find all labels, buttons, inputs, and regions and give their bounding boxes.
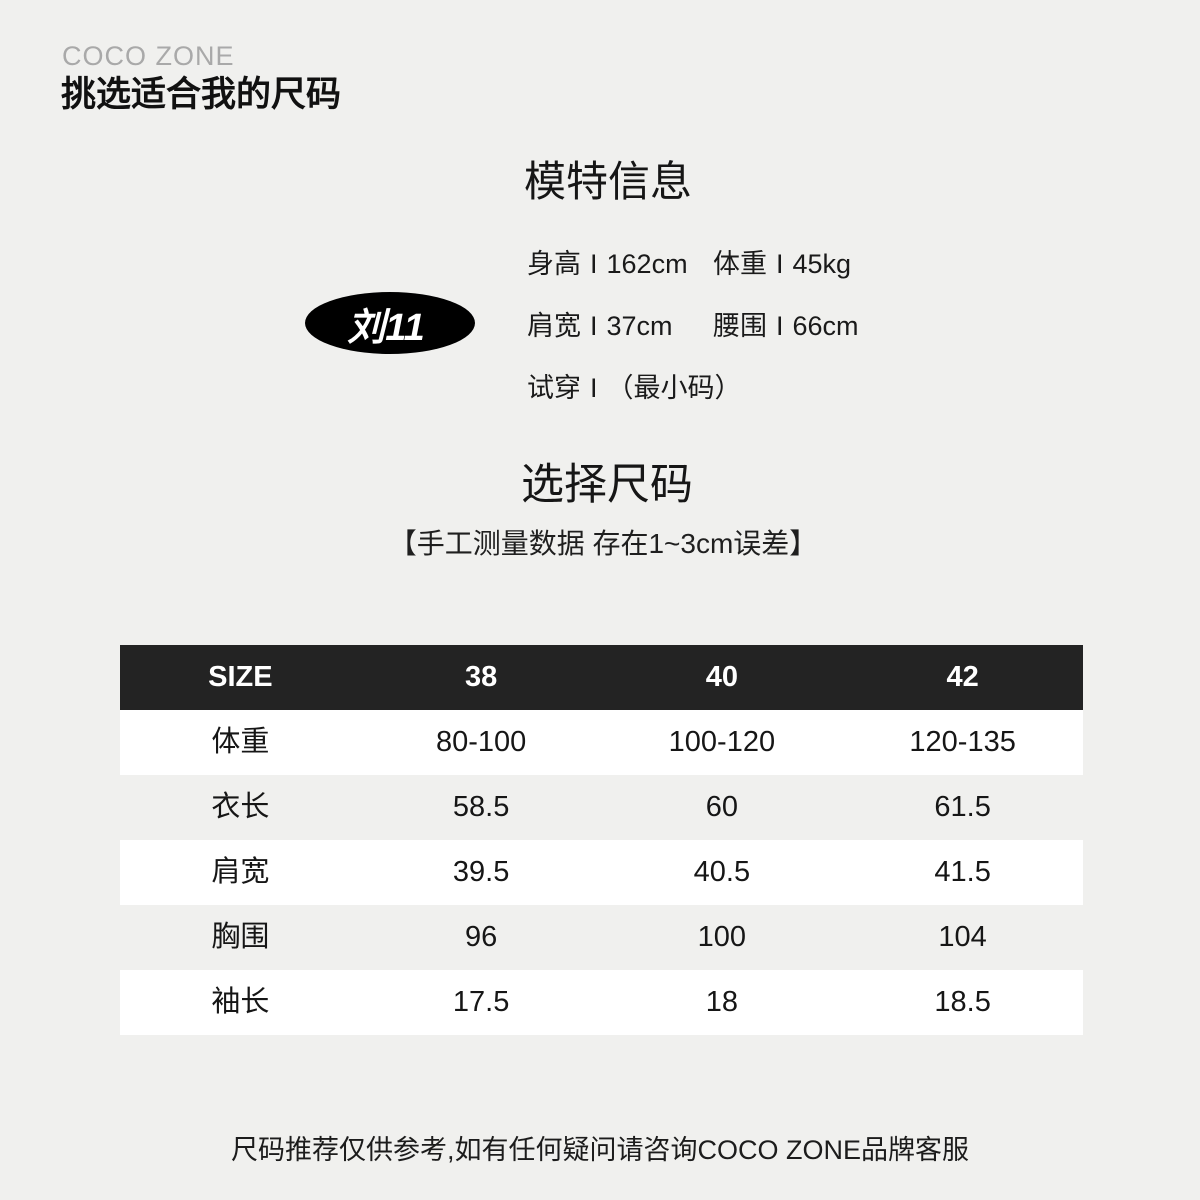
info-value: 37cm: [606, 310, 673, 341]
model-info-row-1: 身高 I 162cm 体重 I 45kg: [527, 230, 1007, 292]
info-separator: I: [590, 372, 598, 403]
size-select-heading: 选择尺码: [521, 461, 693, 509]
cell-value: 80-100: [435, 726, 527, 758]
model-info-heading: 模特信息: [523, 158, 692, 205]
cell-value: 40.5: [693, 856, 751, 888]
model-height: 身高 I 162cm: [527, 242, 713, 281]
size-table: SIZE 38 40 42 体重 80-100 100-120 120-135 …: [120, 645, 1083, 1035]
cell-value: 120-135: [909, 726, 1016, 758]
model-name: 刘11: [347, 306, 425, 349]
cell-value: 100: [697, 921, 747, 953]
page-title: 挑选适合我的尺码: [61, 75, 342, 114]
table-row-sleeve: 袖长 17.5 18 18.5: [120, 970, 1083, 1035]
info-label: 腰围: [713, 310, 767, 341]
brand-name: COCO ZONE: [62, 41, 235, 71]
model-info-block: 身高 I 162cm 体重 I 45kg 肩宽 I 37cm 腰围 I 66cm 试穿 I （最小码…: [527, 230, 1007, 416]
info-separator: I: [590, 248, 598, 279]
measurement-note: 【手工测量数据 存在1~3cm误差】: [388, 528, 818, 559]
cell-value: 41.5: [934, 856, 991, 888]
row-label: 胸围: [211, 921, 270, 953]
cell-value: 96: [464, 921, 498, 953]
row-label: 肩宽: [211, 856, 270, 888]
header-cell-size: SIZE: [208, 661, 273, 693]
header-cell-42: 42: [946, 661, 979, 693]
info-separator: I: [776, 248, 784, 279]
model-weight: 体重 I 45kg: [713, 242, 1007, 281]
cell-value: 60: [705, 791, 738, 823]
cell-value: 17.5: [452, 986, 510, 1018]
info-separator: I: [590, 310, 598, 341]
model-waist: 腰围 I 66cm: [713, 304, 1007, 343]
info-label: 身高: [527, 248, 581, 279]
info-value: （最小码）: [606, 372, 742, 403]
row-label: 袖长: [211, 986, 270, 1018]
model-info-row-2: 肩宽 I 37cm 腰围 I 66cm: [527, 292, 1007, 354]
table-row-shoulder: 肩宽 39.5 40.5 41.5: [120, 840, 1083, 905]
model-info-row-3: 试穿 I （最小码）: [527, 354, 1007, 416]
row-label: 衣长: [211, 791, 270, 823]
header-cell-40: 40: [705, 661, 738, 693]
cell-value: 18.5: [934, 986, 991, 1018]
info-label: 试穿: [527, 372, 581, 403]
row-label: 体重: [211, 726, 270, 758]
model-tryon: 试穿 I （最小码）: [527, 366, 742, 405]
table-header-row: SIZE 38 40 42: [120, 645, 1083, 710]
info-value: 45kg: [792, 248, 852, 279]
info-separator: I: [776, 310, 784, 341]
info-label: 体重: [713, 248, 767, 279]
cell-value: 58.5: [452, 791, 510, 823]
cell-value: 100-120: [668, 726, 776, 758]
header-cell-38: 38: [464, 661, 498, 693]
info-value: 162cm: [606, 248, 688, 279]
cell-value: 18: [705, 986, 738, 1018]
info-value: 66cm: [792, 310, 859, 341]
cell-value: 61.5: [934, 791, 991, 823]
model-shoulder: 肩宽 I 37cm: [527, 304, 713, 343]
table-row-weight: 体重 80-100 100-120 120-135: [120, 710, 1083, 775]
cell-value: 39.5: [452, 856, 510, 888]
cell-value: 104: [938, 921, 987, 953]
table-row-bust: 胸围 96 100 104: [120, 905, 1083, 970]
model-name-badge: 刘11: [305, 292, 475, 354]
footer-disclaimer: 尺码推荐仅供参考,如有任何疑问请咨询COCO ZONE品牌客服: [230, 1135, 969, 1165]
info-label: 肩宽: [527, 310, 581, 341]
table-row-length: 衣长 58.5 60 61.5: [120, 775, 1083, 840]
